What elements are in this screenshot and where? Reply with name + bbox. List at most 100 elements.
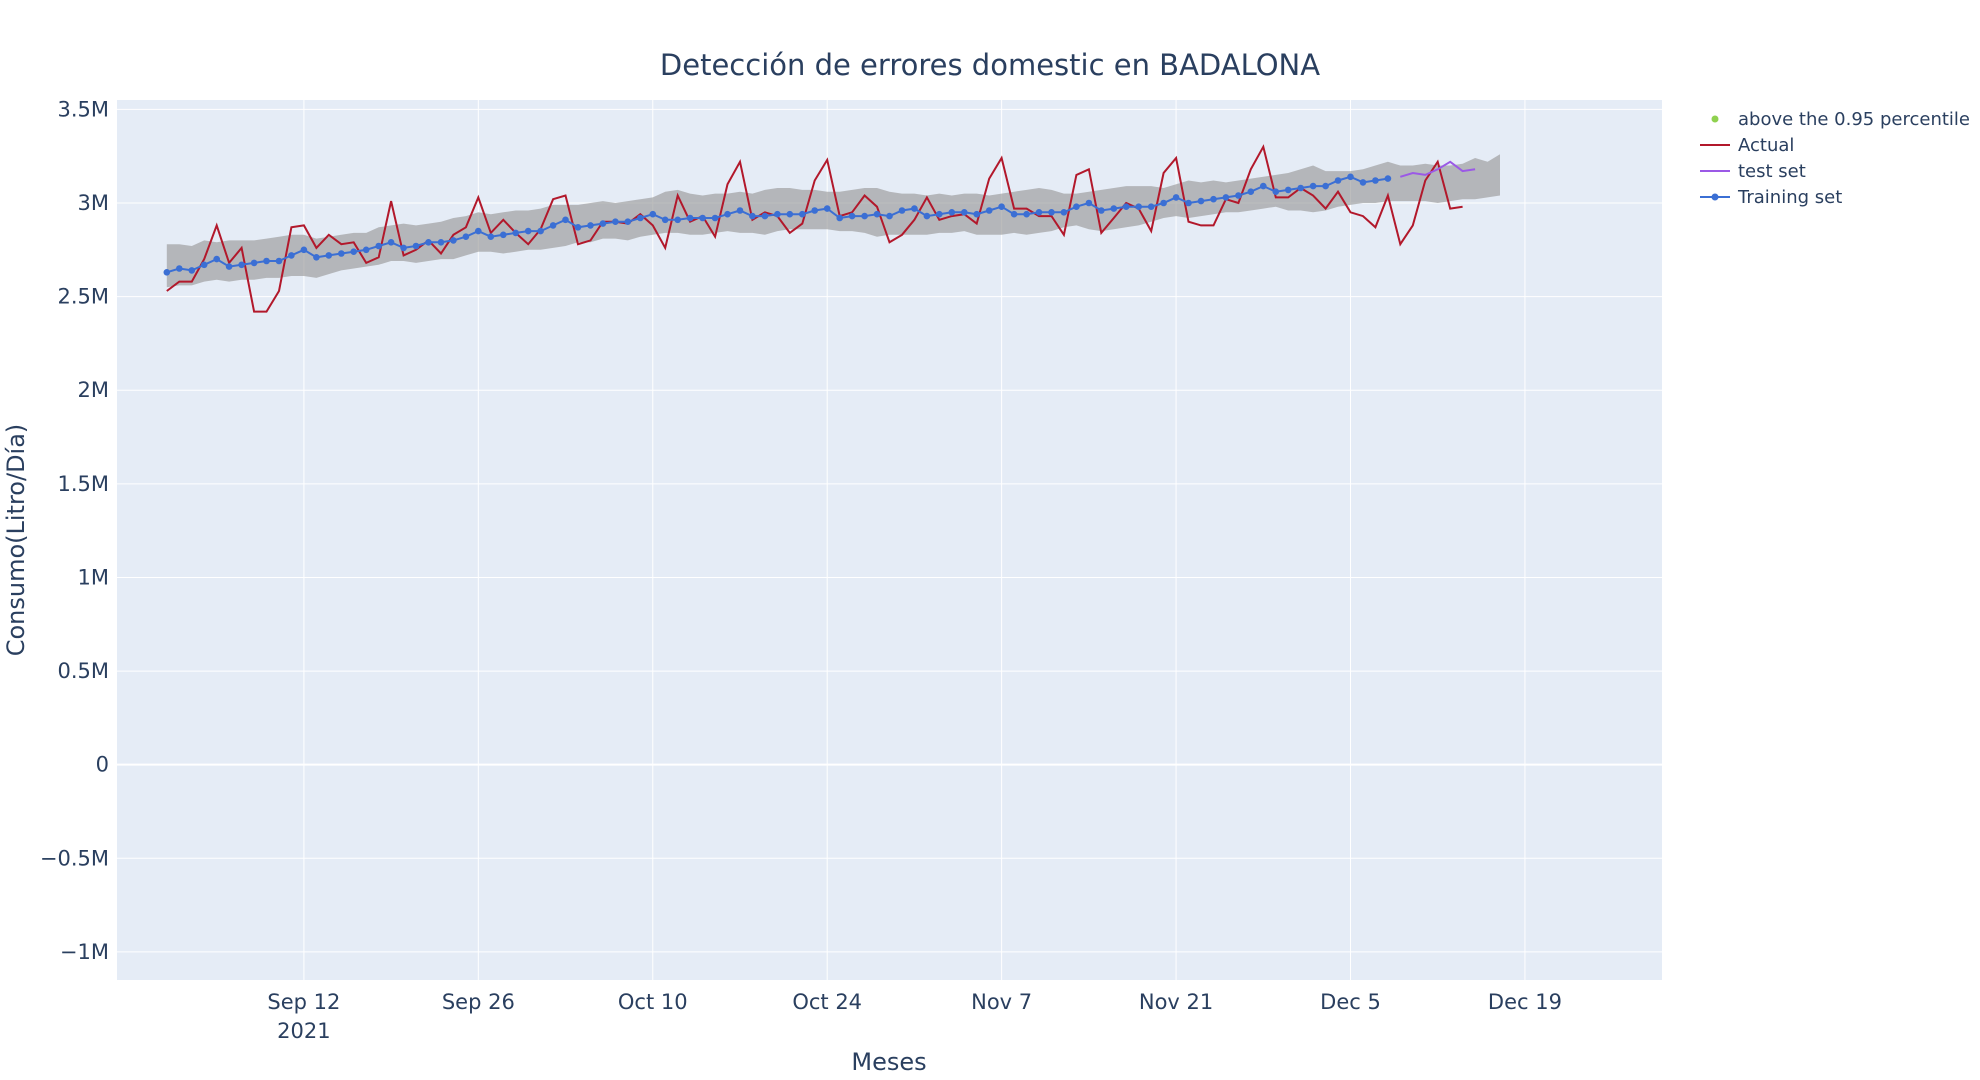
training-point: [475, 227, 482, 235]
training-point: [1060, 209, 1068, 216]
training-point: [799, 210, 806, 218]
x-tick-label: Oct 10: [618, 990, 688, 1014]
training-point: [612, 218, 619, 225]
training-point: [998, 203, 1005, 210]
training-point: [973, 210, 980, 218]
training-point: [749, 212, 756, 220]
training-point: [1272, 188, 1280, 195]
y-axis-ticks: 3.5M 3M 2.5M 2M 1.5M 1M 0.5M 0 −0.5M −1M: [40, 97, 109, 964]
training-point: [1023, 210, 1030, 218]
actual-series: [166, 144, 1463, 313]
training-point: [649, 210, 657, 218]
training-point: [250, 259, 258, 267]
y-tick-label: 2M: [78, 378, 109, 402]
training-point: [686, 214, 694, 222]
training-point: [500, 231, 507, 239]
y-tick-label: 0: [96, 753, 109, 777]
training-point: [524, 227, 532, 235]
training-point: [188, 267, 196, 274]
y-tick-label: 3.5M: [57, 97, 109, 121]
y-tick-label: 1.5M: [57, 472, 109, 496]
training-point: [549, 222, 557, 229]
training-point: [325, 252, 333, 259]
training-point: [1297, 184, 1304, 192]
training-point: [1372, 177, 1379, 184]
training-point: [200, 261, 208, 269]
training-point: [736, 207, 744, 214]
training-point: [848, 212, 856, 220]
training-point: [699, 214, 706, 222]
y-tick-label: 1M: [78, 565, 109, 589]
training-point: [437, 239, 445, 246]
training-point: [1147, 203, 1155, 210]
training-point: [512, 229, 519, 237]
x-tick-label: Sep 12: [267, 990, 340, 1014]
training-point: [163, 269, 171, 276]
legend-item-test[interactable]: test set: [1700, 161, 1806, 182]
training-point: [1247, 188, 1255, 195]
legend-label: Training set: [1737, 187, 1842, 208]
training-point: [350, 248, 358, 255]
training-point: [948, 209, 956, 216]
training-point: [1073, 203, 1080, 210]
x-tick-sublabel: 2021: [277, 1019, 330, 1043]
training-point: [412, 242, 420, 250]
training-point: [674, 216, 681, 224]
training-point: [724, 210, 731, 218]
legend-item-outlier[interactable]: above the 0.95 percentile: [1711, 109, 1971, 130]
legend-marker: [1711, 193, 1719, 201]
training-point: [1122, 203, 1130, 210]
y-tick-label: 0.5M: [57, 659, 109, 683]
training-point: [886, 212, 893, 220]
training-point: [786, 210, 794, 218]
training-point: [861, 212, 868, 220]
y-tick-label: 3M: [78, 191, 109, 215]
training-point: [387, 239, 395, 246]
training-point: [923, 212, 931, 220]
training-point: [985, 207, 993, 214]
training-point: [1048, 209, 1055, 216]
training-point: [375, 242, 383, 250]
x-axis-title: Meses: [851, 1048, 926, 1076]
chart-title: Detección de errores domestic en BADALON…: [660, 48, 1320, 82]
training-point: [873, 210, 881, 218]
training-point: [487, 233, 495, 240]
training-point: [1334, 177, 1342, 184]
confidence-band: [166, 154, 1500, 288]
training-point: [836, 214, 843, 222]
y-tick-label: 2.5M: [57, 285, 109, 309]
training-point: [1384, 175, 1392, 182]
training-point: [1035, 209, 1043, 216]
training-point: [961, 209, 968, 216]
x-tick-label: Dec 19: [1488, 990, 1562, 1014]
y-tick-label: −1M: [60, 940, 109, 964]
band-area: [166, 154, 1500, 288]
training-series: [163, 173, 1392, 276]
training-point: [288, 252, 295, 259]
training-point: [1085, 199, 1093, 207]
training-point: [1359, 179, 1367, 186]
training-point: [898, 207, 906, 214]
training-point: [1160, 199, 1167, 207]
legend-item-actual[interactable]: Actual: [1700, 135, 1794, 156]
training-point: [823, 205, 831, 212]
training-point: [1235, 192, 1242, 199]
test-line: [1400, 160, 1476, 178]
y-axis-title: Consumo(Litro/Día): [2, 424, 30, 657]
training-point: [1322, 182, 1329, 190]
training-point: [425, 239, 432, 246]
x-tick-label: Oct 24: [792, 990, 862, 1014]
training-point: [263, 257, 270, 265]
training-point: [1260, 182, 1267, 190]
training-point: [911, 205, 918, 212]
training-point: [1309, 182, 1317, 190]
actual-line: [166, 144, 1463, 313]
training-point: [275, 257, 283, 265]
legend-item-training[interactable]: Training set: [1700, 187, 1842, 208]
training-point: [624, 218, 632, 225]
training-point: [313, 253, 320, 261]
legend-label: Actual: [1738, 135, 1794, 156]
training-point: [400, 244, 407, 252]
y-tick-label: −0.5M: [40, 846, 109, 870]
